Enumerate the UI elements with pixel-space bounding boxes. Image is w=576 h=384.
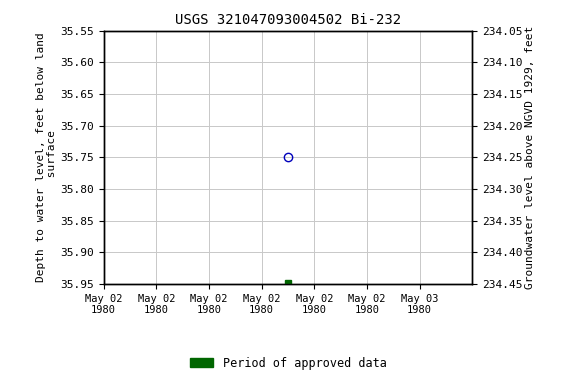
Y-axis label: Groundwater level above NGVD 1929, feet: Groundwater level above NGVD 1929, feet: [525, 26, 535, 289]
Title: USGS 321047093004502 Bi-232: USGS 321047093004502 Bi-232: [175, 13, 401, 27]
Legend: Period of approved data: Period of approved data: [185, 352, 391, 374]
Y-axis label: Depth to water level, feet below land
 surface: Depth to water level, feet below land su…: [36, 33, 58, 282]
